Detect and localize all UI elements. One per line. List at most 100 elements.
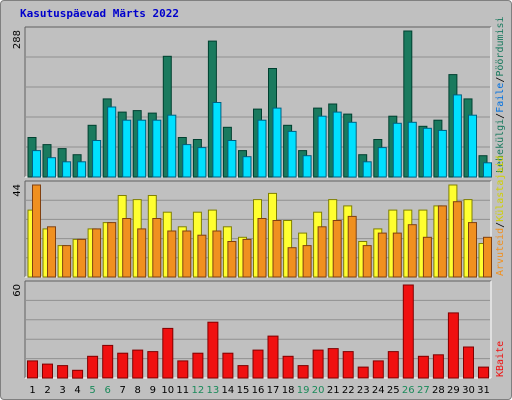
visitors-panel-bar — [47, 226, 56, 278]
visitors-legend-part: / — [495, 222, 506, 228]
kbytes-panel-bar — [387, 351, 399, 379]
x-tick-label: 30 — [462, 385, 475, 396]
requests-panel-bar — [452, 94, 462, 178]
requests-panel-bar — [483, 162, 492, 178]
requests-panel-bar — [47, 157, 56, 178]
requests-legend-part: Faile — [495, 83, 506, 113]
visitors-panel-bar — [227, 241, 237, 278]
kbytes-panel-bar — [447, 312, 459, 379]
x-tick-label: 12 — [192, 385, 205, 396]
requests-panel-bar — [317, 115, 327, 178]
requests-panel-bar — [468, 114, 477, 178]
requests-panel-bar — [287, 130, 297, 178]
kbytes-panel-bar — [177, 360, 189, 379]
requests-panel-bar — [362, 161, 372, 178]
kbytes-panel-bar — [432, 354, 444, 379]
kbytes-panel-bar — [417, 355, 429, 379]
x-tick-label: 18 — [282, 385, 295, 396]
visitors-panel-bar — [452, 201, 462, 278]
kbytes-panel-bar — [132, 349, 144, 379]
requests-panel-bar — [182, 144, 192, 178]
x-tick-label: 5 — [89, 385, 95, 396]
visitors-panel-bar — [422, 236, 432, 278]
kbytes-panel-bar — [342, 351, 354, 379]
requests-panel-bar — [32, 150, 41, 178]
x-tick-label: 9 — [150, 385, 156, 396]
x-tick-label: 3 — [59, 385, 65, 396]
visitors-panel-bar — [62, 245, 72, 278]
x-tick-label: 25 — [387, 385, 400, 396]
kbytes-panel-bar — [402, 284, 414, 379]
requests-panel-bar — [227, 140, 237, 178]
x-tick-label: 10 — [161, 385, 174, 396]
visitors-panel-bar — [257, 218, 267, 278]
kbytes-panel-bar — [72, 369, 84, 379]
requests-panel-bar — [422, 127, 432, 178]
requests-panel-bar — [272, 107, 282, 178]
kbytes-panel-bar — [267, 335, 279, 379]
kbytes-panel-bar — [162, 327, 174, 379]
requests-legend-part: Lehekülgi — [495, 119, 506, 173]
visitors-panel-bar — [77, 238, 87, 278]
kbytes-panel-bar — [237, 365, 249, 379]
kbytes-panel-bar — [207, 321, 219, 379]
visitors-panel-bar — [287, 247, 297, 278]
visitors-panel-bar — [242, 238, 252, 278]
x-tick-label: 11 — [176, 385, 189, 396]
kbytes-panel-bar — [372, 360, 384, 379]
x-tick-label: 8 — [135, 385, 141, 396]
visitors-panel-bar — [407, 224, 417, 278]
requests-panel-bar — [347, 121, 357, 178]
kbytes-panel-bar — [478, 366, 489, 379]
visitors-panel-bar — [468, 222, 477, 278]
visitors-panel-bar — [152, 218, 162, 278]
kbytes-panel-bar — [252, 349, 264, 379]
visitors-panel-bar — [362, 245, 372, 278]
x-tick-label: 6 — [105, 385, 111, 396]
requests-panel-ymax-label: 288 — [12, 30, 23, 49]
x-tick-label: 27 — [417, 385, 430, 396]
kbytes-panel-bar — [327, 348, 339, 379]
kbytes-panel-bar — [147, 351, 159, 379]
visitors-panel-bar — [377, 232, 387, 278]
visitors-panel-bar — [32, 184, 41, 278]
requests-panel-bar — [437, 129, 447, 178]
requests-panel-bar — [392, 122, 402, 178]
kbytes-panel-ymax-label: 60 — [12, 284, 23, 297]
kbytes-legend-part: KBaite — [495, 341, 506, 377]
visitors-panel-bar — [347, 215, 357, 278]
kbytes-panel-bar — [297, 365, 309, 379]
x-tick-label: 29 — [447, 385, 460, 396]
requests-panel-bar — [62, 161, 72, 178]
kbytes-panel-bar — [463, 346, 474, 379]
x-tick-label: 13 — [207, 385, 220, 396]
visitors-panel-bar — [212, 230, 222, 278]
requests-panel-bar — [167, 114, 177, 178]
x-tick-label: 21 — [327, 385, 340, 396]
visitors-panel-bar — [302, 245, 312, 278]
visitors-panel-bar — [392, 232, 402, 278]
requests-panel-bar — [107, 106, 117, 178]
kbytes-panel-bar — [312, 349, 324, 379]
requests-panel-bar — [77, 161, 87, 178]
visitors-panel-ymax-label: 44 — [12, 184, 23, 197]
requests-panel-bar — [332, 111, 342, 178]
requests-legend-part: / — [495, 77, 506, 83]
kbytes-panel-bar — [192, 352, 204, 379]
x-tick-label: 1 — [29, 385, 35, 396]
kbytes-panel-bar — [357, 366, 369, 379]
requests-panel-bar — [242, 156, 252, 178]
kbytes-legend: KBaite — [495, 341, 506, 377]
page-title: Kasutuspäevad Märts 2022 — [20, 7, 179, 20]
kbytes-panel-bar — [117, 352, 129, 379]
x-tick-label: 31 — [477, 385, 490, 396]
requests-panel-bar — [407, 121, 417, 178]
x-tick-label: 22 — [342, 385, 355, 396]
x-tick-label: 26 — [402, 385, 415, 396]
visitors-panel-bar — [272, 220, 282, 278]
kbytes-panel-bar — [42, 363, 53, 379]
x-tick-label: 23 — [357, 385, 370, 396]
visitors-panel-bar — [437, 205, 447, 278]
